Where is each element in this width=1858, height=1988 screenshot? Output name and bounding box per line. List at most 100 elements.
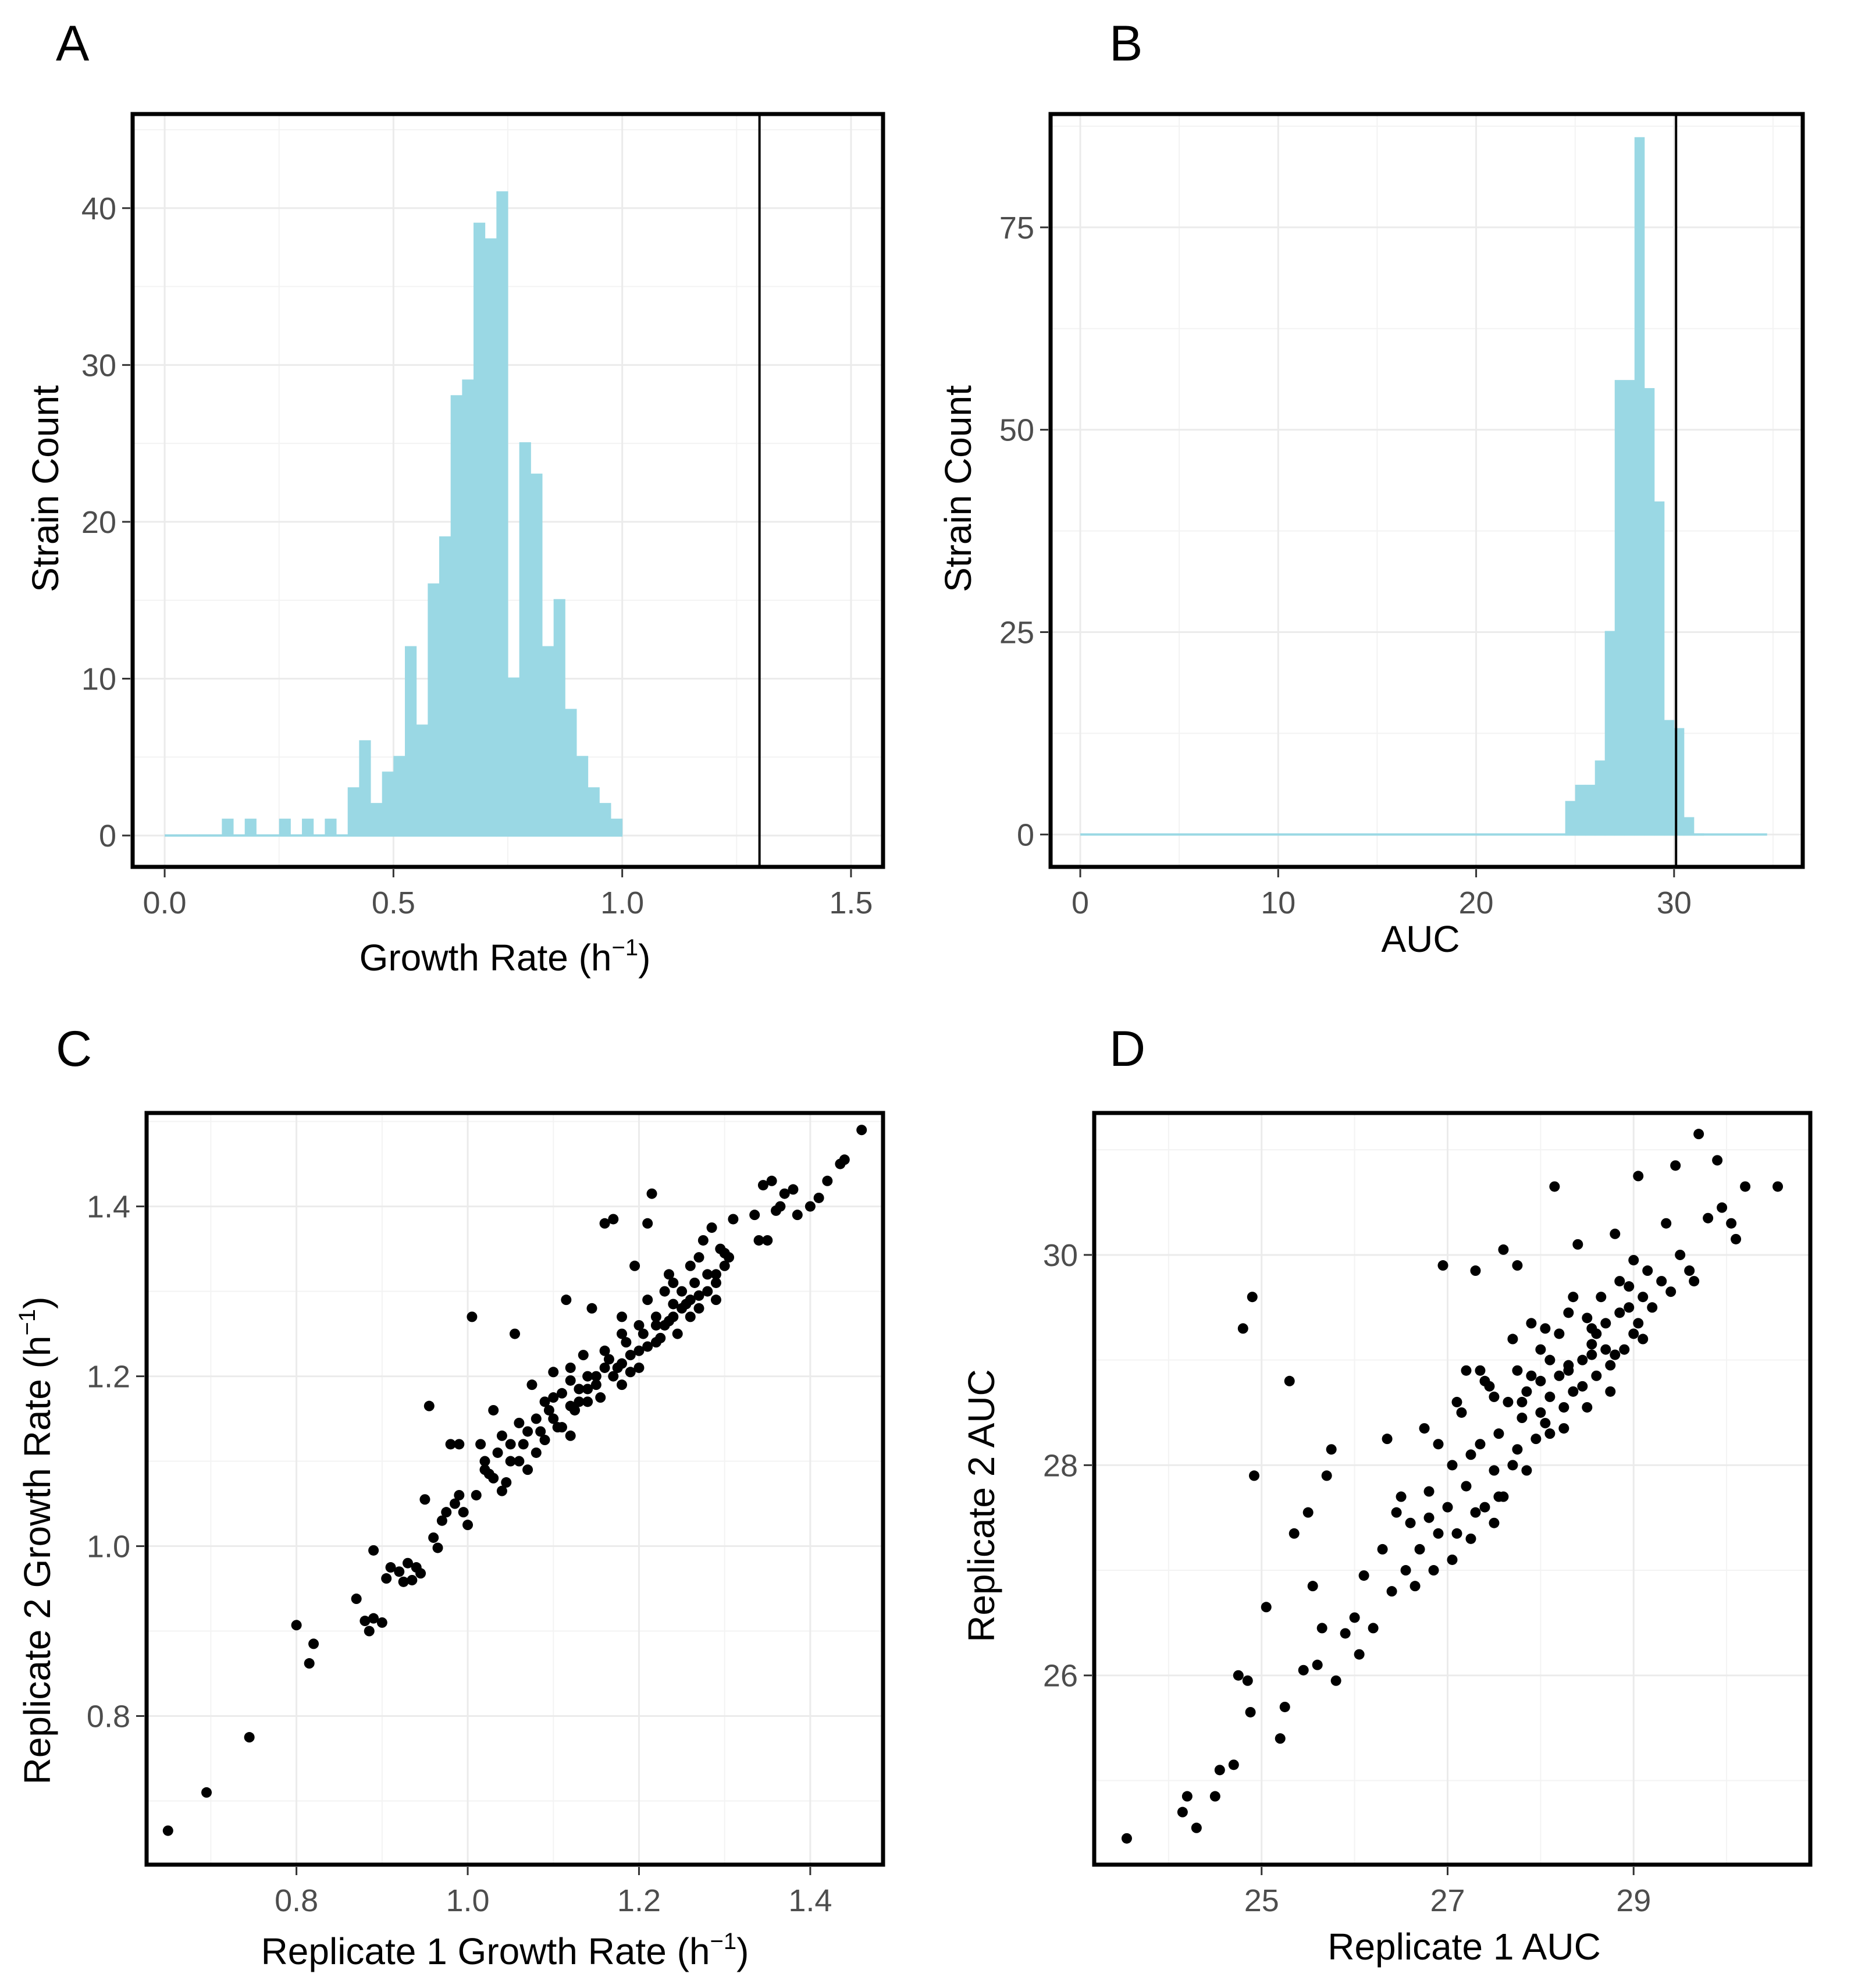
scatter-point: [1368, 1623, 1379, 1634]
scatter-point: [1247, 1292, 1258, 1303]
scatter-point: [548, 1392, 559, 1403]
scatter-point: [518, 1439, 529, 1450]
scatter-point: [492, 1447, 503, 1458]
scatter-point: [677, 1286, 688, 1297]
scatter-point: [1461, 1481, 1472, 1492]
scatter-point: [1521, 1465, 1532, 1476]
scatter-point: [1307, 1581, 1318, 1592]
scatter-point: [659, 1320, 670, 1331]
scatter-point: [617, 1358, 628, 1369]
histogram-bar: [1683, 817, 1695, 836]
histogram-bar: [1604, 631, 1615, 836]
scatter-point: [1656, 1276, 1667, 1287]
scatter-point: [1689, 1276, 1700, 1287]
histogram-bar: [1575, 784, 1586, 836]
scatter-point: [1633, 1171, 1644, 1182]
scatter-point: [663, 1269, 674, 1280]
plot-frame: [144, 1111, 885, 1867]
scatter-point: [1479, 1375, 1490, 1386]
scatter-point: [1479, 1502, 1490, 1513]
scatter-point: [697, 1235, 709, 1246]
panel-letter: A: [56, 16, 90, 72]
scatter-point: [1600, 1344, 1611, 1355]
scatter-point: [788, 1184, 799, 1195]
scatter-point: [1610, 1228, 1621, 1239]
scatter-point: [1517, 1413, 1528, 1424]
scatter-point: [617, 1311, 628, 1322]
scatter-point: [1181, 1791, 1193, 1802]
scatter-point: [608, 1371, 619, 1382]
scatter-point: [599, 1362, 610, 1373]
scatter-point: [1465, 1533, 1476, 1544]
scatter-point: [1568, 1386, 1579, 1397]
histogram-bar: [450, 395, 462, 837]
x-axis-title: Replicate 1 Growth Rate (h−1): [261, 1929, 749, 1972]
histogram-bar: [313, 834, 325, 837]
scatter-point: [1577, 1354, 1588, 1365]
x-tick-label: 0.8: [275, 1883, 318, 1918]
scatter-point: [445, 1439, 456, 1450]
x-axis-title: Replicate 1 AUC: [1327, 1926, 1601, 1968]
gridlines: [1051, 114, 1803, 867]
scatter-point: [1614, 1276, 1625, 1287]
scatter-point: [805, 1201, 816, 1212]
scatter-point: [415, 1568, 426, 1579]
scatter-point: [488, 1404, 499, 1416]
scatter-point: [565, 1430, 576, 1441]
scatter-point: [244, 1732, 255, 1743]
scatter-point: [1582, 1402, 1593, 1413]
histogram-bar: [508, 677, 520, 837]
scatter-point: [1475, 1439, 1486, 1450]
y-axis-title-close: ): [16, 1297, 58, 1309]
scatter-point: [1465, 1449, 1476, 1460]
scatter-point: [1586, 1349, 1597, 1360]
scatter-point: [1391, 1507, 1402, 1518]
scatter-point: [1209, 1791, 1220, 1802]
scatter-point: [1675, 1249, 1686, 1260]
scatter-point: [1535, 1407, 1546, 1418]
scatter-point: [1554, 1328, 1565, 1339]
y-axis-title: Strain Count: [937, 385, 979, 592]
histogram-bar: [439, 536, 451, 837]
histogram-bar: [199, 834, 211, 837]
scatter-point: [1614, 1307, 1625, 1318]
scatter-point: [1563, 1360, 1574, 1371]
scatter-point: [1349, 1612, 1360, 1623]
x-tick-label: 10: [1261, 885, 1295, 920]
y-axis-title: Strain Count: [24, 385, 66, 592]
scatter-point: [522, 1426, 533, 1437]
scatter-point: [1248, 1470, 1259, 1481]
scatter-point: [1326, 1444, 1337, 1455]
x-tick-label: 1.2: [617, 1883, 661, 1918]
scatter-point: [1661, 1218, 1672, 1229]
scatter-point: [505, 1439, 516, 1450]
scatter-point: [1451, 1528, 1462, 1539]
axis-ticks: 0.8 1.0 1.2 1.4 0.8 1.0 1.2 1.4: [87, 1190, 832, 1918]
scatter-point: [1591, 1328, 1602, 1339]
scatter-point: [1386, 1586, 1397, 1597]
scatter-point: [685, 1294, 696, 1306]
scatter-point: [638, 1328, 649, 1339]
scatter-point: [706, 1222, 717, 1233]
scatter-point: [617, 1379, 628, 1390]
scatter-point: [582, 1371, 593, 1382]
scatter-point: [1624, 1302, 1635, 1313]
histogram-bar: [588, 787, 600, 837]
histogram-bar: [531, 474, 543, 837]
gridlines: [147, 1113, 883, 1865]
scatter-point: [1414, 1544, 1425, 1555]
histogram-bar: [405, 646, 417, 837]
scatter-point: [398, 1576, 409, 1587]
axis-ticks: 25 27 29 26 28 30: [1043, 1238, 1651, 1918]
scatter-point: [376, 1617, 387, 1628]
scatter-point: [1423, 1512, 1435, 1523]
scatter-point: [1233, 1670, 1244, 1681]
scatter-point: [543, 1404, 554, 1416]
scatter-point: [1693, 1129, 1704, 1140]
scatter-point: [162, 1825, 173, 1836]
scatter-point: [1493, 1491, 1504, 1502]
histogram-bar: [268, 834, 280, 837]
histogram-baseline: [1080, 833, 1767, 836]
histogram-bar: [382, 771, 394, 837]
scatter-point: [1540, 1418, 1551, 1429]
